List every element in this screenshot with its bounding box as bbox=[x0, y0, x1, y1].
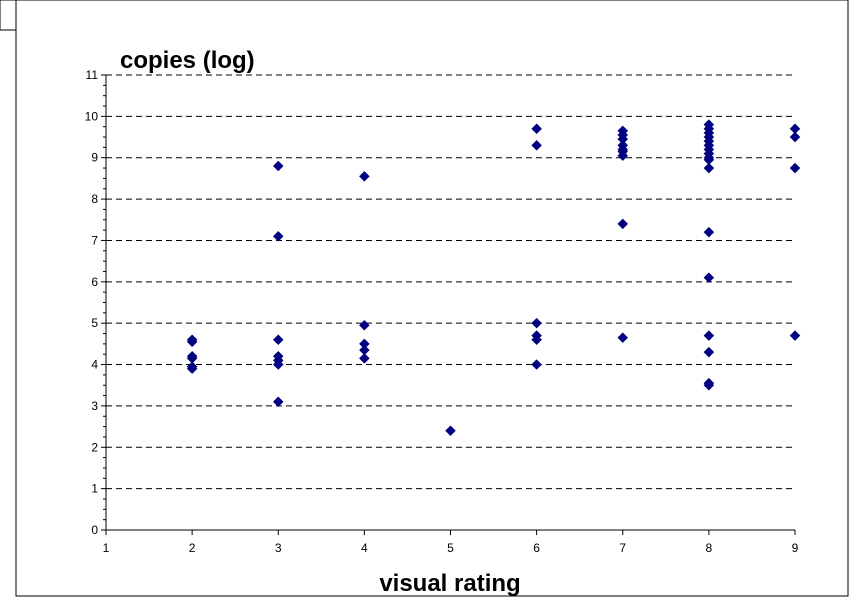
data-point bbox=[531, 334, 542, 346]
data-point bbox=[359, 352, 370, 364]
data-point bbox=[703, 330, 715, 341]
x-axis-title: visual rating bbox=[379, 570, 520, 597]
y-tick-label: 6 bbox=[91, 275, 98, 289]
x-tick-label: 8 bbox=[706, 541, 713, 555]
data-point bbox=[703, 272, 715, 284]
data-point bbox=[186, 336, 198, 348]
x-tick-label: 1 bbox=[103, 541, 110, 555]
y-tick-label: 10 bbox=[85, 109, 99, 123]
data-point bbox=[186, 363, 198, 375]
data-point bbox=[445, 425, 456, 437]
data-point bbox=[272, 160, 284, 172]
data-point bbox=[703, 162, 715, 174]
data-point bbox=[703, 379, 715, 391]
x-tick-label: 5 bbox=[447, 541, 454, 555]
data-point bbox=[789, 162, 801, 174]
y-tick-label: 8 bbox=[91, 192, 98, 206]
x-tick-label: 6 bbox=[533, 541, 540, 555]
data-point bbox=[617, 218, 629, 230]
y-tick-label: 2 bbox=[91, 440, 98, 454]
data-point bbox=[531, 359, 542, 370]
x-tick-label: 2 bbox=[189, 541, 196, 555]
y-tick-label: 0 bbox=[91, 523, 98, 537]
data-points bbox=[186, 119, 801, 437]
y-tick-label: 1 bbox=[91, 482, 98, 496]
data-point bbox=[359, 170, 370, 182]
data-point bbox=[617, 332, 629, 344]
data-point bbox=[789, 330, 801, 341]
y-axis-title: copies (log) bbox=[120, 47, 255, 74]
y-tick-label: 5 bbox=[91, 316, 98, 330]
y-tick-label: 9 bbox=[91, 151, 98, 165]
axes bbox=[101, 74, 796, 535]
data-point bbox=[272, 334, 284, 346]
data-point bbox=[789, 131, 801, 143]
data-point bbox=[617, 150, 629, 162]
data-point bbox=[703, 226, 715, 238]
y-tick-label: 3 bbox=[91, 399, 98, 413]
data-point bbox=[531, 123, 542, 135]
y-tick-label: 11 bbox=[86, 68, 99, 82]
x-tick-label: 4 bbox=[361, 541, 368, 555]
data-point bbox=[272, 396, 284, 408]
data-point bbox=[531, 139, 542, 151]
y-tick-label: 4 bbox=[91, 358, 98, 372]
x-tick-label: 3 bbox=[275, 541, 282, 555]
data-point bbox=[272, 359, 284, 370]
data-point bbox=[272, 230, 284, 242]
data-point bbox=[531, 317, 542, 329]
x-tick-label: 7 bbox=[619, 541, 626, 555]
data-point bbox=[359, 319, 370, 331]
x-tick-label: 9 bbox=[792, 541, 799, 555]
gridlines bbox=[106, 74, 795, 490]
clipped-tab bbox=[0, 0, 17, 31]
data-point bbox=[703, 346, 715, 358]
chart-area-border bbox=[15, 0, 849, 597]
y-tick-label: 7 bbox=[91, 233, 98, 247]
